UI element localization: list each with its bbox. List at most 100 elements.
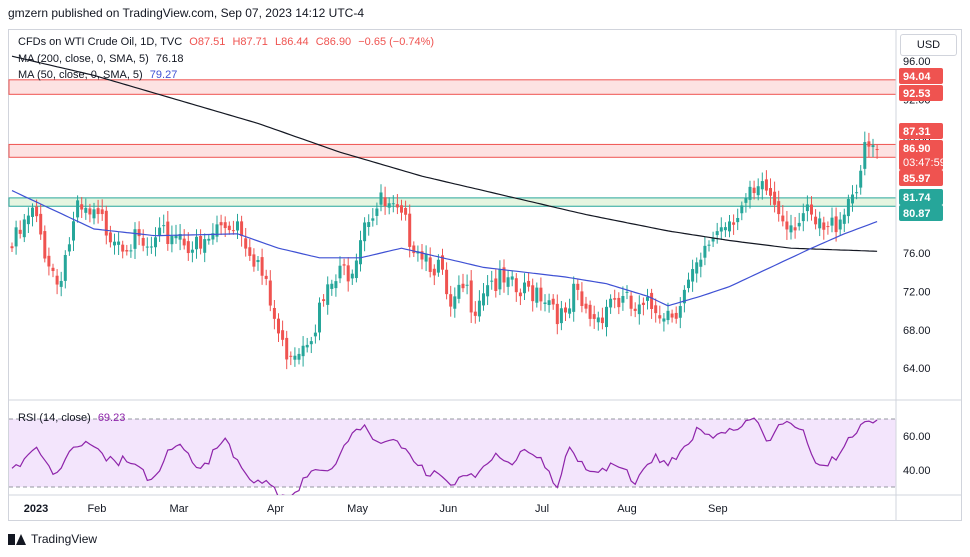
ma200-line: [11, 55, 878, 252]
candle-body: [350, 273, 354, 279]
candle-body: [395, 204, 399, 208]
candle-body: [781, 215, 785, 222]
candle-body: [822, 222, 826, 230]
candle-body: [584, 303, 588, 309]
candle-body: [506, 277, 510, 287]
candle-body: [732, 222, 736, 225]
price-tick-label: 72.00: [903, 286, 931, 298]
candle-body: [543, 302, 547, 305]
candle-body: [367, 222, 371, 227]
candle-body: [39, 213, 43, 235]
candle-body: [646, 296, 649, 301]
candle-body: [613, 298, 617, 300]
candle-body: [162, 225, 166, 227]
time-tick-label: 2023: [24, 503, 48, 515]
legend-rsi: RSI (14, close) 69.23: [18, 412, 129, 424]
candle-body: [691, 269, 695, 282]
candle-body: [453, 296, 457, 309]
candle-body: [654, 305, 658, 314]
candle-body: [268, 280, 272, 306]
rsi-tick-label: 60.00: [903, 431, 931, 443]
candle-body: [535, 287, 539, 303]
currency-button[interactable]: USD: [900, 34, 957, 56]
candle-body: [256, 259, 260, 263]
time-tick-label: Jun: [439, 503, 457, 515]
candle-body: [715, 231, 719, 236]
candle-body: [379, 192, 383, 205]
candle-body: [195, 236, 198, 250]
candle-body: [818, 218, 822, 229]
price-tick-label: 96.00: [903, 56, 931, 68]
time-tick-label: Mar: [169, 503, 188, 515]
candle-body: [166, 221, 170, 244]
time-tick-label: May: [347, 503, 368, 515]
countdown-label: 03:47:59: [903, 157, 946, 169]
candle-body: [113, 241, 116, 246]
candle-body: [117, 241, 121, 245]
footer: TradingView: [8, 532, 97, 546]
candle-body: [826, 226, 830, 228]
candle-body: [469, 280, 473, 313]
support-zone: [8, 197, 897, 207]
price-label-value: 85.97: [903, 173, 931, 185]
candle-body: [227, 225, 231, 231]
candle-body: [391, 203, 395, 205]
rsi-tick-label: 40.00: [903, 465, 931, 477]
candle-body: [129, 250, 133, 252]
candle-body: [662, 318, 666, 322]
candle-body: [851, 194, 854, 204]
candle-body: [59, 280, 63, 287]
candle-body: [580, 291, 584, 306]
candle-body: [723, 227, 727, 231]
legend-low: L86.44: [274, 36, 309, 48]
candle-body: [359, 240, 362, 265]
candle-body: [617, 297, 621, 308]
candle-body: [699, 259, 703, 267]
legend-ma200-label: MA (200, close, 0, SMA, 5): [18, 53, 149, 65]
ma50-line: [11, 190, 878, 307]
legend-ma50-value: 79.27: [149, 69, 178, 81]
candle-body: [31, 207, 34, 217]
candle-body: [678, 306, 682, 318]
candle-body: [215, 224, 219, 237]
candle-body: [293, 355, 297, 360]
candle-body: [133, 229, 137, 249]
candle-body: [272, 307, 276, 319]
price-tick-label: 64.00: [903, 363, 931, 375]
candle-body: [744, 198, 748, 203]
legend-ma50: MA (50, close, 0, SMA, 5) 79.27: [18, 69, 181, 81]
candle-body: [789, 225, 793, 233]
candle-body: [203, 239, 207, 253]
candle-body: [240, 221, 244, 237]
candle-body: [752, 187, 756, 194]
candle-body: [740, 205, 744, 214]
candle-body: [436, 259, 440, 273]
candle-body: [625, 291, 629, 293]
candle-body: [559, 308, 563, 324]
candle-body: [26, 215, 30, 225]
candle-body: [22, 219, 26, 238]
footer-brand: TradingView: [31, 532, 98, 546]
price-label-badge: [899, 85, 943, 101]
candle-body: [43, 231, 47, 259]
candle-body: [260, 257, 264, 276]
candle-body: [797, 222, 801, 227]
candle-body: [600, 317, 604, 324]
candle-body: [432, 268, 436, 276]
candle-body: [72, 221, 75, 241]
candle-body: [830, 217, 834, 226]
candle-body: [80, 204, 84, 210]
candle-body: [10, 246, 14, 249]
candle-body: [207, 238, 211, 241]
candle-body: [867, 141, 871, 147]
candle-body: [371, 218, 375, 221]
candle-body: [223, 222, 227, 229]
candle-body: [477, 300, 481, 317]
candle-body: [264, 275, 268, 279]
candle-body: [596, 317, 600, 323]
candle-body: [769, 188, 772, 196]
legend-high: H87.71: [232, 36, 268, 48]
candle-body: [76, 200, 80, 218]
legend-rsi-value: 69.23: [97, 412, 126, 424]
